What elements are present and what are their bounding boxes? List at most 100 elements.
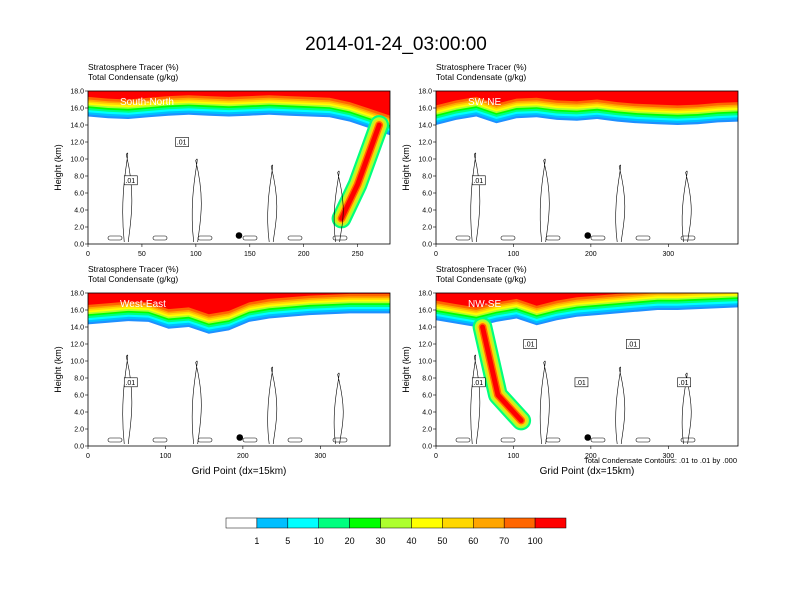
y-tick-label: 2.0 xyxy=(422,427,432,434)
contour-label-box xyxy=(574,377,589,388)
y-tick-label: 14.0 xyxy=(70,325,84,332)
condensate-contour xyxy=(287,437,303,443)
condensate-contour xyxy=(333,170,344,243)
panel-title-condensate: Total Condensate (g/kg) xyxy=(88,274,178,284)
tracer-band xyxy=(88,293,390,315)
condensate-contour xyxy=(152,437,168,443)
y-tick-label: 0.0 xyxy=(74,242,84,249)
condensate-contour xyxy=(197,235,213,241)
panel-label: SW-NE xyxy=(468,97,501,108)
location-marker xyxy=(584,232,592,239)
condensate-contour xyxy=(470,354,481,445)
contour-label-box xyxy=(471,377,486,388)
panel-label: West-East xyxy=(120,299,166,310)
colorbar-swatch xyxy=(473,517,505,529)
colorbar-label: 50 xyxy=(437,536,447,546)
condensate-contour xyxy=(681,372,692,445)
condensate-contour xyxy=(287,235,303,241)
colorbar-label: 30 xyxy=(376,536,386,546)
condensate-contour xyxy=(455,437,471,443)
y-tick-label: 10.0 xyxy=(70,359,84,366)
condensate-contour xyxy=(122,354,133,445)
contour-label: .01 xyxy=(125,178,135,185)
y-tick-label: 8.0 xyxy=(74,174,84,181)
plot-area xyxy=(88,293,390,446)
x-tick-label: 50 xyxy=(138,251,146,258)
condensate-contour xyxy=(242,437,258,443)
x-tick-label: 0 xyxy=(434,453,438,460)
panel-title-tracer: Stratosphere Tracer (%) xyxy=(88,62,179,72)
colorbar-swatch xyxy=(318,517,350,529)
y-tick-label: 18.0 xyxy=(418,89,432,96)
y-tick-label: 6.0 xyxy=(74,191,84,198)
x-tick-label: 200 xyxy=(585,453,597,460)
tracer-band xyxy=(436,91,738,106)
panel-title-tracer: Stratosphere Tracer (%) xyxy=(436,264,527,274)
y-tick-label: 6.0 xyxy=(422,191,432,198)
colorbar-swatch xyxy=(534,517,567,529)
colorbar-swatch xyxy=(411,517,443,529)
panel-title-condensate: Total Condensate (g/kg) xyxy=(436,72,526,82)
x-tick-label: 300 xyxy=(314,453,326,460)
plot-frame xyxy=(87,292,391,447)
contour-label: .01 xyxy=(679,380,689,387)
condensate-contour xyxy=(680,235,696,241)
tracer-intrusion xyxy=(339,122,382,221)
condensate-contour xyxy=(681,170,692,243)
y-tick-label: 12.0 xyxy=(418,140,432,147)
y-tick-label: 8.0 xyxy=(422,174,432,181)
colorbar: 1 5 10 20 30 40 50 60 70 100 xyxy=(225,517,567,546)
plot-frame xyxy=(435,292,739,447)
y-tick-label: 18.0 xyxy=(70,291,84,298)
tracer-band xyxy=(88,91,390,116)
condensate-contour xyxy=(635,437,651,443)
y-tick-label: 14.0 xyxy=(418,325,432,332)
y-tick-label: 12.0 xyxy=(70,342,84,349)
condensate-contour xyxy=(615,366,626,445)
contour-label: .01 xyxy=(576,380,586,387)
condensate-contour xyxy=(539,360,550,445)
y-tick-label: 8.0 xyxy=(422,376,432,383)
y-tick-label: 4.0 xyxy=(74,410,84,417)
tracer-band xyxy=(436,293,738,308)
y-tick-label: 4.0 xyxy=(422,410,432,417)
contour-label: .01 xyxy=(473,380,483,387)
plot-area xyxy=(436,91,738,244)
panel-title-tracer: Stratosphere Tracer (%) xyxy=(436,62,527,72)
contour-label-box xyxy=(123,175,138,186)
condensate-contour xyxy=(191,158,202,243)
colorbar-swatch xyxy=(503,517,536,529)
x-tick-label: 300 xyxy=(662,453,674,460)
contour-label: .01 xyxy=(125,380,135,387)
x-tick-label: 100 xyxy=(160,453,172,460)
contour-label: .01 xyxy=(177,140,187,147)
condensate-contour xyxy=(539,158,550,243)
contour-label-box xyxy=(677,377,691,388)
colorbar-swatch xyxy=(225,517,258,529)
colorbar-label: 100 xyxy=(528,536,543,546)
condensate-contour xyxy=(590,437,606,443)
x-tick-label: 200 xyxy=(585,251,597,258)
location-marker xyxy=(584,434,592,441)
y-axis-label: Height (km) xyxy=(53,144,63,191)
condensate-contour xyxy=(500,437,516,443)
x-axis-label: Grid Point (dx=15km) xyxy=(192,466,287,477)
y-tick-label: 18.0 xyxy=(418,291,432,298)
y-axis-label: Height (km) xyxy=(401,144,411,191)
colorbar-swatch xyxy=(380,517,412,529)
contour-label-box xyxy=(471,175,486,186)
x-tick-label: 200 xyxy=(298,251,310,258)
condensate-contour xyxy=(500,235,516,241)
colorbar-label: 40 xyxy=(406,536,416,546)
x-tick-label: 200 xyxy=(237,453,249,460)
panel-sw-ne: Stratosphere Tracer (%)Total Condensate … xyxy=(401,62,739,258)
colorbar-label: 10 xyxy=(314,536,324,546)
condensate-contour xyxy=(455,235,471,241)
panel-title-tracer: Stratosphere Tracer (%) xyxy=(88,264,179,274)
plot-frame xyxy=(435,90,739,245)
condensate-contour xyxy=(635,235,651,241)
location-marker xyxy=(235,232,243,239)
panel-label: NW-SE xyxy=(468,299,501,310)
condensate-contour xyxy=(152,235,168,241)
